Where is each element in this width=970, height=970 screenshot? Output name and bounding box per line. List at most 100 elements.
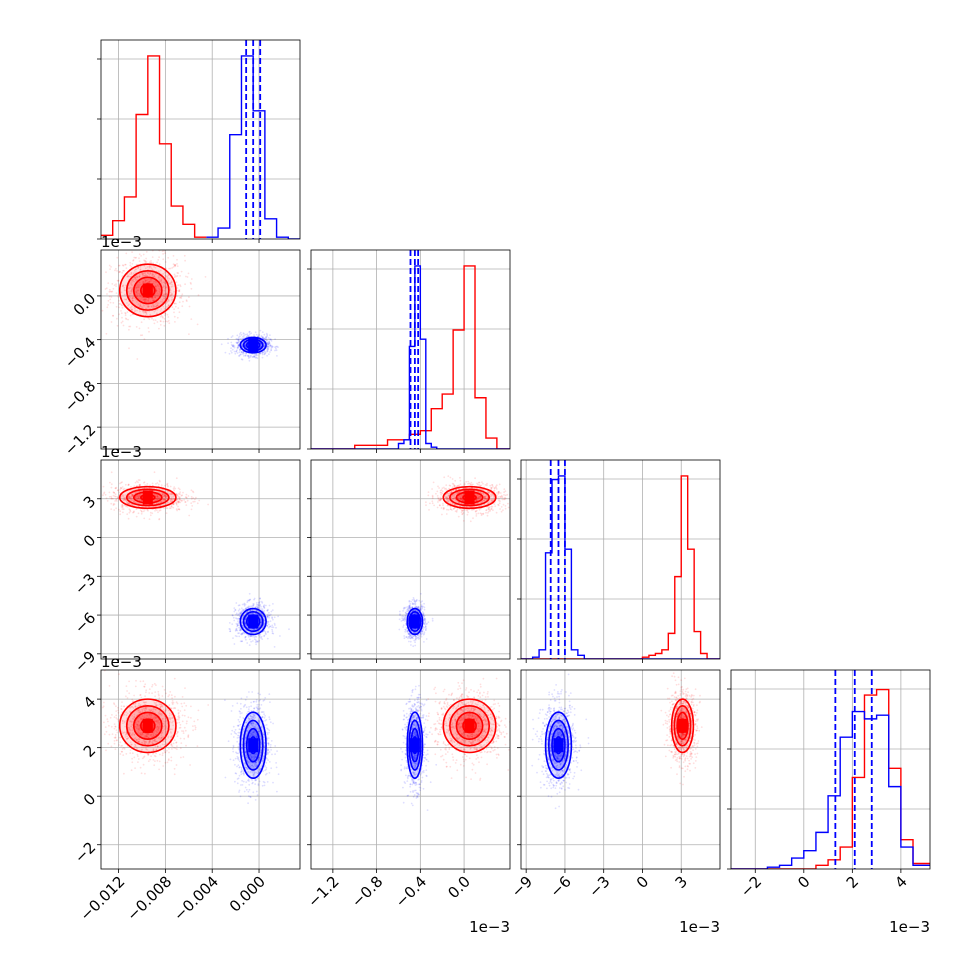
scatter-point <box>503 498 505 501</box>
scatter-point <box>141 273 144 275</box>
scatter-point <box>130 272 133 274</box>
scatter-point <box>124 498 126 501</box>
scatter-point <box>507 506 510 509</box>
scatter-point <box>112 315 114 317</box>
scatter-point <box>102 485 105 488</box>
scatter-point <box>493 487 496 489</box>
scatter-point <box>145 298 148 301</box>
scatter-point <box>239 337 242 340</box>
scatter-point <box>232 345 235 348</box>
scatter-point <box>94 286 96 288</box>
scatter-point <box>123 289 126 291</box>
scatter-point <box>139 295 142 298</box>
scatter-point <box>107 299 110 302</box>
scatter-point <box>259 352 262 355</box>
scatter-point <box>475 515 478 517</box>
scatter-point <box>422 612 425 614</box>
scatter-point <box>497 496 500 498</box>
scatter-point <box>145 311 148 314</box>
scatter-point <box>124 494 127 496</box>
scatter-point <box>266 345 269 348</box>
scatter-point <box>500 506 503 508</box>
scatter-point <box>244 333 247 336</box>
scatter-point <box>171 500 173 503</box>
scatter-point <box>169 500 172 503</box>
scatter-point <box>269 338 272 341</box>
scatter-point <box>106 293 108 295</box>
scatter-point <box>143 299 146 302</box>
scatter-point <box>169 497 172 500</box>
scatter-point <box>116 270 118 272</box>
scatter-point <box>271 346 273 349</box>
scatter-point <box>273 646 276 648</box>
scatter-point <box>249 356 252 358</box>
scatter-point <box>135 515 138 518</box>
scatter-point <box>248 592 251 595</box>
scatter-point <box>275 347 277 350</box>
scatter-point <box>138 484 141 487</box>
scatter-point <box>125 267 128 269</box>
scatter-point <box>162 305 165 308</box>
scatter-point <box>157 502 160 504</box>
scatter-point <box>137 481 139 484</box>
scatter-point <box>461 509 464 512</box>
scatter-point <box>145 301 148 303</box>
scatter-point <box>135 290 138 293</box>
scatter-point <box>446 504 449 507</box>
scatter-point <box>168 492 171 495</box>
scatter-point <box>266 350 269 353</box>
scatter-point <box>246 601 249 603</box>
scatter-point <box>502 503 505 506</box>
scatter-point <box>164 282 166 285</box>
scatter-point <box>156 321 159 323</box>
scatter-point <box>127 287 130 289</box>
scatter-point <box>156 494 159 497</box>
scatter-point <box>196 502 199 505</box>
scatter-point <box>164 499 166 501</box>
scatter-point <box>403 635 406 637</box>
scatter-point <box>475 513 478 515</box>
scatter-point <box>154 494 157 497</box>
scatter-point <box>168 507 171 509</box>
scatter-point <box>158 263 161 266</box>
scatter-point <box>138 276 141 278</box>
scatter-point <box>128 273 131 276</box>
scatter-point <box>148 297 150 300</box>
scatter-point <box>163 281 166 284</box>
scatter-point <box>156 482 159 484</box>
scatter-point <box>145 299 147 301</box>
scatter-point <box>180 270 183 273</box>
scatter-point <box>173 264 176 266</box>
scatter-point <box>154 510 156 512</box>
scatter-point <box>231 344 234 347</box>
scatter-point <box>180 295 183 297</box>
scatter-point <box>230 336 233 339</box>
scatter-point <box>191 490 194 493</box>
scatter-point <box>267 346 269 348</box>
scatter-point <box>175 295 178 298</box>
scatter-point <box>154 285 157 288</box>
scatter-point <box>192 500 195 503</box>
scatter-point <box>154 305 157 308</box>
scatter-point <box>116 256 119 259</box>
scatter-point <box>167 485 169 488</box>
scatter-point <box>144 267 147 270</box>
scatter-point <box>143 281 146 284</box>
scatter-point <box>166 507 169 509</box>
scatter-point <box>248 331 251 333</box>
scatter-point <box>498 483 501 486</box>
scatter-point <box>141 306 144 309</box>
scatter-point <box>239 349 241 352</box>
scatter-point <box>261 356 264 359</box>
scatter-point <box>170 493 173 496</box>
scatter-point <box>122 285 124 288</box>
scatter-point <box>253 355 256 358</box>
scatter-point <box>161 301 164 303</box>
scatter-point <box>265 633 267 636</box>
scatter-point <box>261 351 264 354</box>
scatter-point <box>431 488 433 490</box>
scatter-point <box>236 338 239 340</box>
scatter-point <box>165 512 168 514</box>
scatter-point <box>265 336 268 339</box>
scatter-point <box>427 621 430 624</box>
